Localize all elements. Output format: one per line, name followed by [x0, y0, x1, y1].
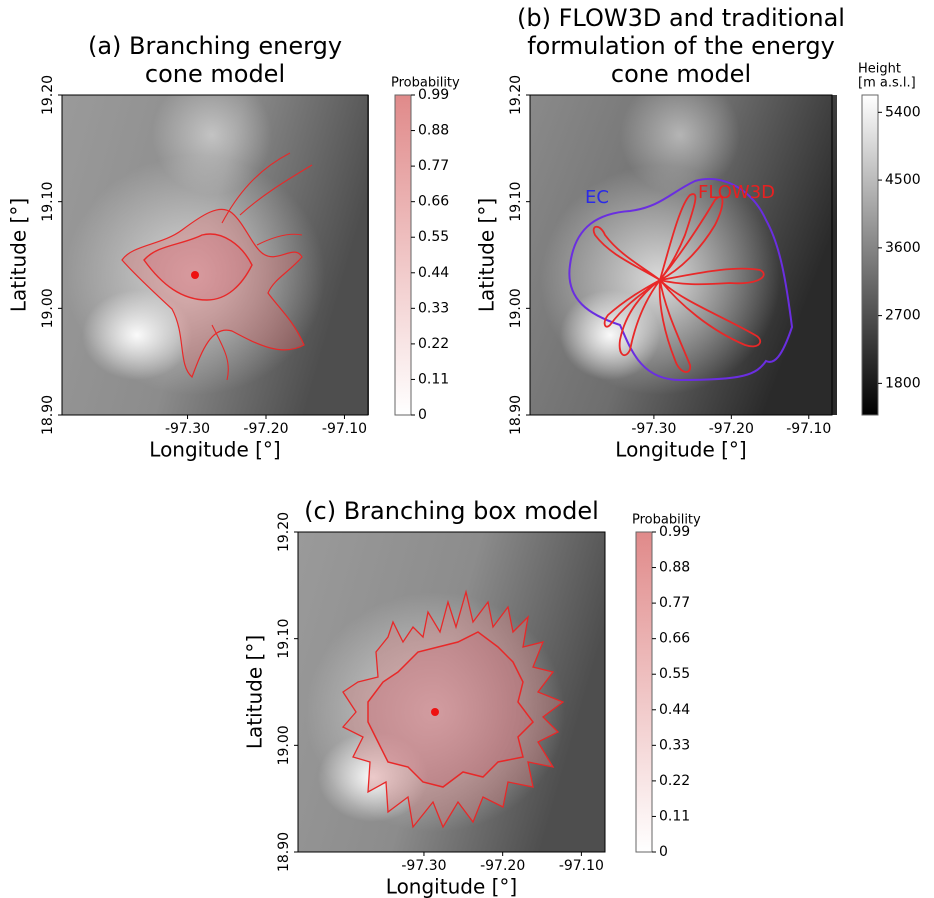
x-tick-label: -97.30 — [165, 421, 210, 437]
x-tick-label: -97.30 — [631, 421, 676, 437]
colorbar-tick-label: 0.55 — [659, 666, 690, 682]
y-tick-label: 19.00 — [276, 725, 292, 765]
colorbar-tick-label: 0.66 — [418, 194, 449, 210]
y-axis-label: Latitude [°] — [7, 198, 31, 312]
y-tick-label: 19.10 — [276, 619, 292, 659]
y-tick-label: 19.10 — [508, 182, 524, 222]
colorbar-tick-label: 0.11 — [418, 371, 449, 387]
colorbar-tick-label: 3600 — [885, 240, 921, 256]
colorbar — [862, 95, 878, 415]
map-b — [530, 75, 837, 415]
x-tick-label: -97.30 — [401, 858, 446, 874]
chart-title: formulation of the energy — [527, 32, 835, 60]
colorbar-tick-label: 0.22 — [659, 773, 690, 789]
colorbar-label: Probability — [632, 513, 701, 528]
y-tick-label: 18.90 — [40, 395, 56, 435]
chart-title: cone model — [611, 60, 751, 88]
colorbar-tick-label: 1800 — [885, 375, 921, 391]
colorbar-tick-label: 4500 — [885, 172, 921, 188]
y-tick-label: 18.90 — [508, 395, 524, 435]
y-tick-label: 19.10 — [40, 182, 56, 222]
colorbar — [395, 95, 411, 415]
y-axis-label: Latitude [°] — [475, 198, 499, 312]
colorbar-tick-label: 0.33 — [659, 737, 690, 753]
y-tick-label: 19.20 — [40, 75, 56, 115]
x-tick-label: -97.20 — [243, 421, 288, 437]
colorbar-tick-label: 2700 — [885, 308, 921, 324]
colorbar-tick-label: 0 — [418, 407, 427, 423]
colorbar-label: Height — [858, 62, 901, 77]
y-tick-label: 19.00 — [508, 288, 524, 328]
colorbar-tick-label: 0.44 — [418, 265, 449, 281]
colorbar-tick-label: 0.22 — [418, 336, 449, 352]
colorbar-tick-label: 0.77 — [418, 158, 449, 174]
colorbar-tick-label: 0 — [659, 844, 668, 860]
colorbar — [636, 532, 652, 852]
map-a — [62, 75, 369, 415]
x-tick-label: -97.10 — [786, 421, 831, 437]
annotation: FLOW3D — [698, 182, 775, 203]
colorbar-tick-label: 0.66 — [659, 631, 690, 647]
chart-title: (c) Branching box model — [304, 497, 599, 525]
x-tick-label: -97.10 — [322, 421, 367, 437]
colorbar-tick-label: 0.88 — [659, 560, 690, 576]
colorbar-tick-label: 0.11 — [659, 808, 690, 824]
colorbar-label: [m a.s.l.] — [858, 76, 916, 91]
colorbar-tick-label: 0.88 — [418, 123, 449, 139]
x-tick-label: -97.20 — [709, 421, 754, 437]
x-axis-label: Longitude [°] — [149, 438, 280, 462]
page: (a) Branching energycone modelLongitude … — [0, 0, 934, 898]
y-tick-label: 19.00 — [40, 288, 56, 328]
y-axis-label: Latitude [°] — [243, 635, 267, 749]
x-tick-label: -97.20 — [480, 858, 525, 874]
x-axis-label: Longitude [°] — [386, 875, 517, 898]
colorbar-tick-label: 5400 — [885, 104, 921, 120]
figure: (a) Branching energycone modelLongitude … — [0, 0, 934, 898]
colorbar-tick-label: 0.44 — [659, 702, 690, 718]
x-axis-label: Longitude [°] — [615, 438, 746, 462]
chart-title: cone model — [145, 60, 285, 88]
y-tick-label: 19.20 — [276, 512, 292, 552]
colorbar-label: Probability — [391, 76, 460, 91]
annotation: EC — [585, 187, 609, 208]
colorbar-tick-label: 0.55 — [418, 229, 449, 245]
y-tick-label: 18.90 — [276, 832, 292, 872]
map-c — [298, 532, 605, 852]
chart-title: (b) FLOW3D and traditional — [517, 4, 845, 32]
x-tick-label: -97.10 — [559, 858, 604, 874]
colorbar-tick-label: 0.33 — [418, 300, 449, 316]
y-tick-label: 19.20 — [508, 75, 524, 115]
chart-title: (a) Branching energy — [88, 32, 342, 60]
colorbar-tick-label: 0.77 — [659, 595, 690, 611]
